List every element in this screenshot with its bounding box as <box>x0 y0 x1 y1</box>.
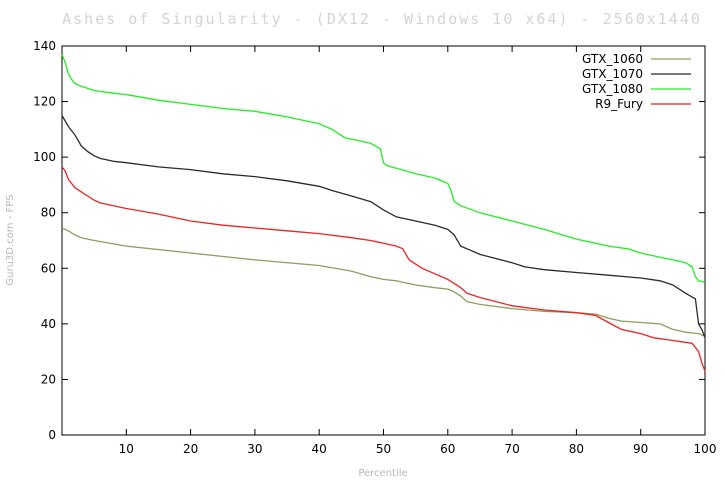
y-tick-label: 120 <box>33 95 56 109</box>
x-tick-label: 100 <box>694 442 717 456</box>
y-tick-label: 100 <box>33 150 56 164</box>
x-tick-label: 80 <box>569 442 584 456</box>
x-tick-label: 70 <box>504 442 519 456</box>
x-tick-label: 40 <box>312 442 327 456</box>
y-axis-label: Guru3D.com - FPS <box>5 194 16 285</box>
series-line-r9-fury <box>62 167 705 371</box>
x-tick-label: 50 <box>376 442 391 456</box>
y-tick-label: 40 <box>41 317 56 331</box>
y-tick-label: 20 <box>41 372 56 386</box>
legend-label: GTX_1080 <box>582 82 643 96</box>
x-tick-label: 60 <box>440 442 455 456</box>
x-axis-label: Percentile <box>358 468 407 479</box>
x-tick-label: 10 <box>119 442 134 456</box>
chart-title: Ashes of Singularity - (DX12 - Windows 1… <box>62 10 702 28</box>
x-tick-label: 20 <box>183 442 198 456</box>
legend-label: GTX_1060 <box>582 52 643 66</box>
legend-label: GTX_1070 <box>582 67 643 81</box>
legend-label: R9_Fury <box>595 97 643 111</box>
y-tick-label: 0 <box>48 428 56 442</box>
series-line-gtx-1060 <box>62 228 705 336</box>
y-tick-label: 80 <box>41 206 56 220</box>
x-tick-label: 90 <box>633 442 648 456</box>
series-line-gtx-1070 <box>62 116 705 338</box>
y-tick-label: 140 <box>33 39 56 53</box>
y-tick-label: 60 <box>41 261 56 275</box>
x-tick-label: 30 <box>247 442 262 456</box>
